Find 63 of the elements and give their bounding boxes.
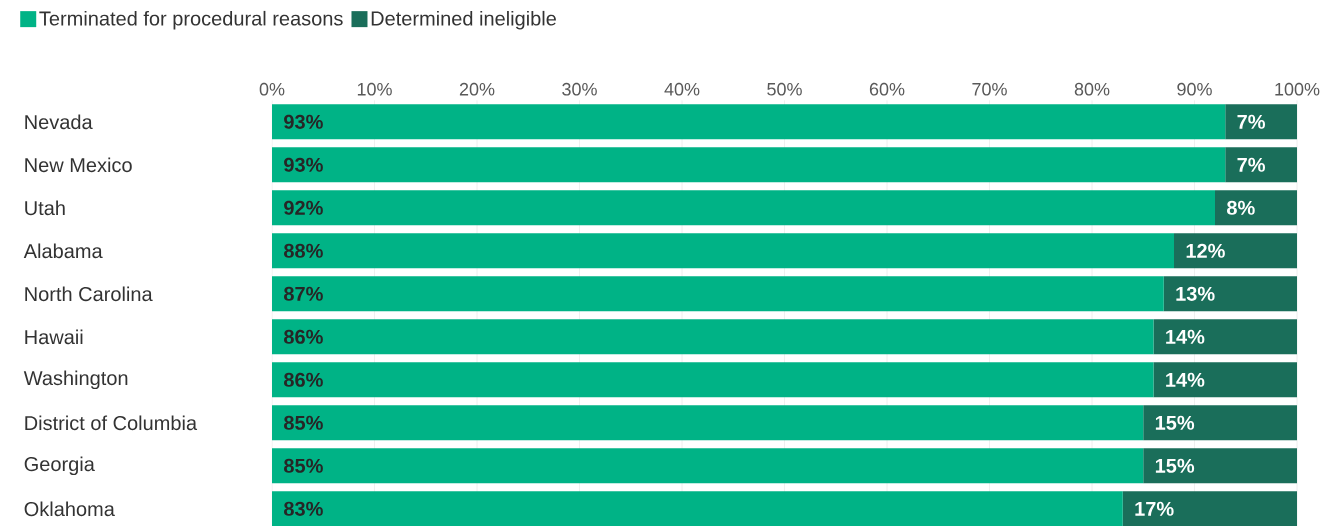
- y-tick-label: Oklahoma: [24, 501, 115, 517]
- data-label: 85%: [284, 458, 323, 473]
- legend-label: Determined ineligible: [371, 10, 556, 30]
- x-tick-label: 80%: [1074, 82, 1110, 96]
- data-label: 14%: [1166, 372, 1205, 387]
- bar: [1122, 491, 1297, 526]
- x-tick-label: 40%: [664, 82, 700, 96]
- y-tick-label: North Carolina: [25, 286, 153, 302]
- data-label: 93%: [284, 157, 323, 172]
- data-label: 15%: [1155, 458, 1195, 473]
- x-tick-label: 20%: [459, 82, 495, 96]
- data-label: 86%: [284, 329, 323, 344]
- bar: [272, 362, 1154, 398]
- data-label: 7%: [1237, 114, 1266, 129]
- x-tick-label: 10%: [357, 82, 392, 96]
- x-tick-label: 50%: [767, 82, 802, 96]
- data-label: 7%: [1237, 157, 1266, 172]
- bar: [272, 147, 1226, 183]
- y-tick-label: Washington: [23, 370, 128, 390]
- data-label: 92%: [284, 200, 323, 215]
- bar: [1163, 276, 1297, 312]
- data-label: 17%: [1135, 501, 1174, 516]
- legend-label: Terminated for procedural reasons: [39, 10, 343, 30]
- data-label: 15%: [1155, 415, 1195, 430]
- bar: [272, 319, 1154, 355]
- y-tick-label: Alabama: [23, 243, 103, 259]
- y-tick-label: Hawaii: [25, 329, 83, 345]
- y-tick-label: Nevada: [25, 114, 93, 130]
- data-label: 83%: [284, 501, 323, 516]
- data-label: 88%: [284, 243, 323, 258]
- data-label: 12%: [1186, 243, 1225, 258]
- y-tick-label: New Mexico: [25, 157, 132, 173]
- bar: [272, 448, 1144, 484]
- data-label: 93%: [284, 114, 323, 129]
- x-tick-label: 90%: [1177, 82, 1212, 96]
- data-label: 87%: [284, 286, 323, 301]
- bar: [272, 276, 1164, 312]
- bar: [1153, 319, 1297, 355]
- bar: [1143, 405, 1297, 441]
- bar: [1153, 362, 1297, 398]
- bar: [272, 233, 1174, 269]
- data-label: 14%: [1166, 329, 1205, 344]
- bar: [1215, 190, 1297, 226]
- bar: [1225, 104, 1297, 140]
- x-tick-label: 60%: [869, 82, 905, 96]
- data-label: 85%: [284, 415, 323, 430]
- data-label: 8%: [1227, 200, 1255, 215]
- bar: [272, 405, 1144, 441]
- bar: [1143, 448, 1297, 484]
- x-tick-label: 100%: [1275, 82, 1320, 96]
- bar: [272, 190, 1216, 226]
- bar: [1225, 147, 1297, 183]
- y-tick-label: District of Columbia: [25, 415, 198, 431]
- bar: [1174, 233, 1297, 269]
- data-label: 13%: [1176, 286, 1215, 301]
- x-tick-label: 70%: [972, 82, 1007, 96]
- y-tick-label: Utah: [25, 200, 65, 216]
- y-tick-label: Georgia: [24, 456, 95, 476]
- x-tick-label: 0%: [259, 82, 285, 96]
- x-tick-label: 30%: [562, 82, 597, 96]
- data-label: 86%: [284, 372, 323, 387]
- bar: [272, 491, 1123, 526]
- bar: [272, 104, 1226, 140]
